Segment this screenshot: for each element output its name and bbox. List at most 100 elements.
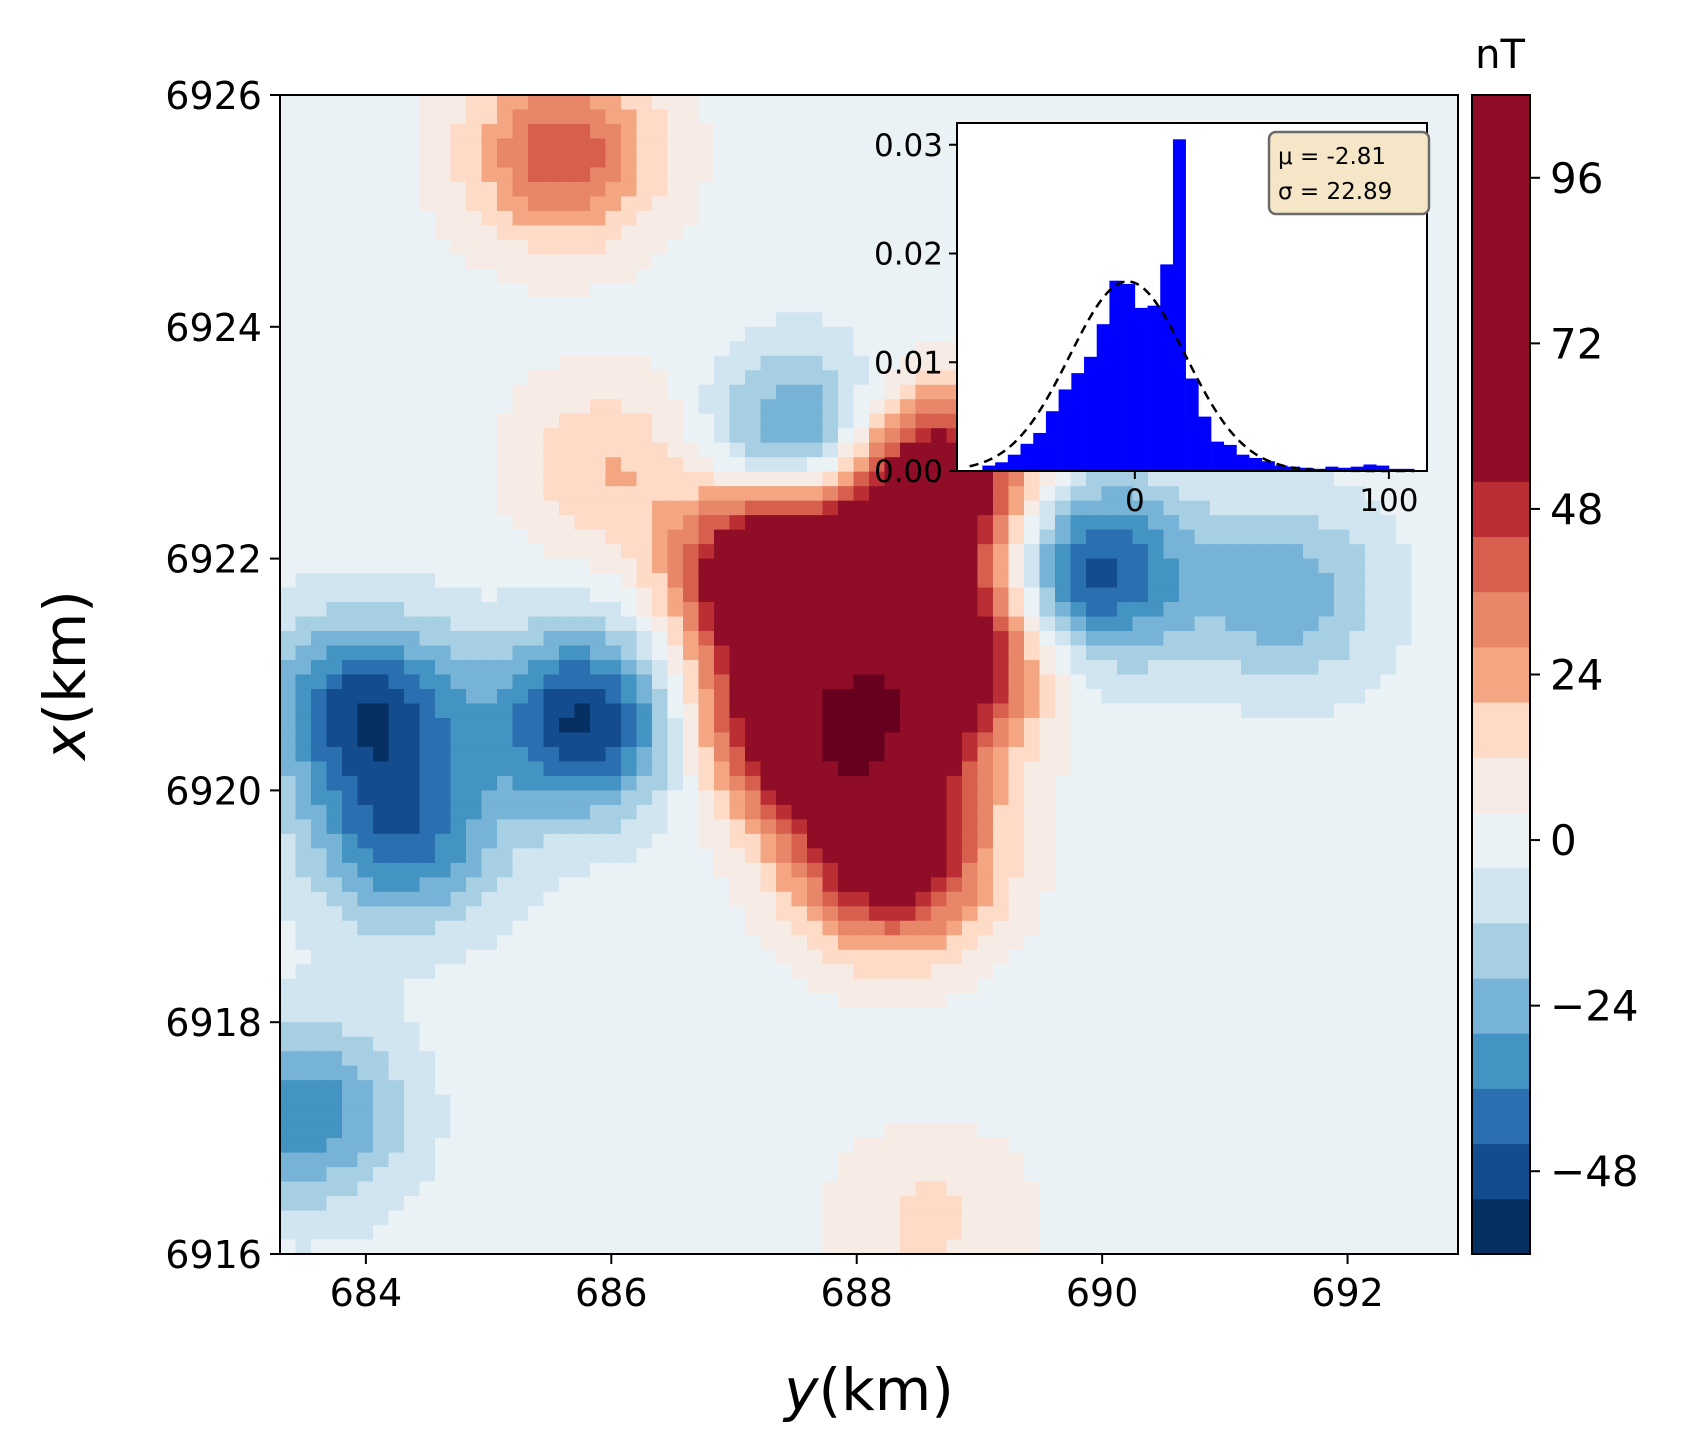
contour-cell — [1349, 587, 1366, 603]
contour-cell — [1132, 819, 1149, 835]
contour-cell — [543, 964, 560, 980]
contour-cell — [342, 152, 359, 169]
contour-cell — [838, 1022, 855, 1038]
contour-cell — [1427, 341, 1444, 357]
contour-cell — [326, 1036, 343, 1052]
contour-cell — [590, 428, 607, 444]
contour-cell — [1070, 761, 1087, 777]
contour-cell — [1039, 964, 1056, 980]
contour-cell — [1442, 297, 1458, 313]
contour-cell — [838, 891, 855, 907]
contour-cell — [419, 688, 436, 705]
contour-cell — [1117, 471, 1134, 487]
contour-cell — [838, 500, 855, 516]
contour-cell — [1272, 891, 1289, 907]
contour-cell — [962, 920, 979, 936]
contour-cell — [559, 891, 576, 907]
contour-cell — [621, 486, 638, 502]
contour-cell — [1039, 631, 1056, 647]
contour-cell — [388, 761, 405, 777]
contour-cell — [1442, 660, 1458, 676]
contour-cell — [652, 268, 669, 284]
contour-cell — [528, 109, 545, 125]
contour-cell — [559, 833, 576, 849]
contour-cell — [605, 268, 622, 284]
contour-cell — [1055, 761, 1072, 777]
contour-cell — [884, 935, 901, 951]
contour-cell — [807, 703, 824, 719]
contour-cell — [714, 384, 731, 400]
contour-cell — [497, 949, 514, 965]
contour-cell — [326, 891, 343, 907]
contour-cell — [993, 631, 1010, 647]
contour-cell — [1380, 544, 1397, 560]
contour-cell — [574, 254, 591, 270]
contour-cell — [776, 964, 793, 980]
contour-cell — [1334, 674, 1351, 690]
contour-cell — [1318, 674, 1335, 690]
contour-cell — [853, 993, 870, 1009]
contour-cell — [853, 833, 870, 849]
contour-cell — [311, 529, 328, 545]
contour-cell — [435, 297, 452, 313]
contour-cell — [1241, 529, 1258, 545]
contour-cell — [993, 500, 1010, 516]
contour-cell — [652, 471, 669, 487]
contour-cell — [791, 717, 808, 734]
contour-cell — [884, 746, 901, 763]
contour-cell — [915, 964, 932, 980]
contour-cell — [636, 500, 653, 516]
contour-cell — [1318, 645, 1335, 661]
contour-cell — [962, 486, 979, 502]
contour-cell — [1008, 486, 1025, 502]
contour-cell — [760, 529, 777, 545]
contour-cell — [326, 978, 343, 994]
contour-cell — [1070, 717, 1087, 734]
contour-cell — [1039, 862, 1056, 878]
contour-cell — [636, 732, 653, 748]
contour-cell — [931, 384, 948, 400]
contour-cell — [853, 442, 870, 458]
contour-cell — [295, 283, 312, 299]
contour-cell — [1210, 631, 1227, 647]
contour-cell — [388, 457, 405, 473]
contour-cell — [280, 616, 297, 632]
contour-cell — [481, 993, 498, 1009]
contour-cell — [1117, 1022, 1134, 1038]
contour-cell — [838, 1036, 855, 1052]
contour-cell — [419, 877, 436, 893]
contour-cell — [559, 949, 576, 965]
contour-cell — [543, 109, 560, 125]
contour-cell — [543, 790, 560, 806]
contour-cell — [853, 746, 870, 763]
contour-cell — [745, 891, 762, 907]
contour-cell — [404, 486, 421, 502]
contour-cell — [683, 486, 700, 502]
contour-cell — [497, 181, 514, 198]
contour-cell — [1179, 95, 1196, 111]
contour-cell — [1008, 964, 1025, 980]
contour-cell — [946, 631, 963, 647]
contour-cell — [1008, 833, 1025, 849]
contour-cell — [1349, 891, 1366, 907]
contour-cell — [931, 152, 948, 169]
contour-cell — [481, 152, 498, 169]
contour-cell — [295, 529, 312, 545]
contour-cell — [1334, 732, 1351, 748]
contour-cell — [900, 616, 917, 632]
contour-cell — [946, 602, 963, 618]
contour-cell — [962, 862, 979, 878]
contour-cell — [1318, 906, 1335, 922]
contour-cell — [838, 355, 855, 371]
contour-cell — [714, 645, 731, 661]
contour-cell — [884, 631, 901, 647]
contour-cell — [1411, 616, 1428, 632]
contour-cell — [962, 602, 979, 618]
contour-cell — [1287, 804, 1304, 820]
contour-cell — [652, 181, 669, 198]
contour-cell — [760, 500, 777, 516]
contour-cell — [512, 297, 529, 313]
contour-cell — [326, 515, 343, 531]
contour-cell — [1411, 688, 1428, 705]
contour-cell — [760, 833, 777, 849]
